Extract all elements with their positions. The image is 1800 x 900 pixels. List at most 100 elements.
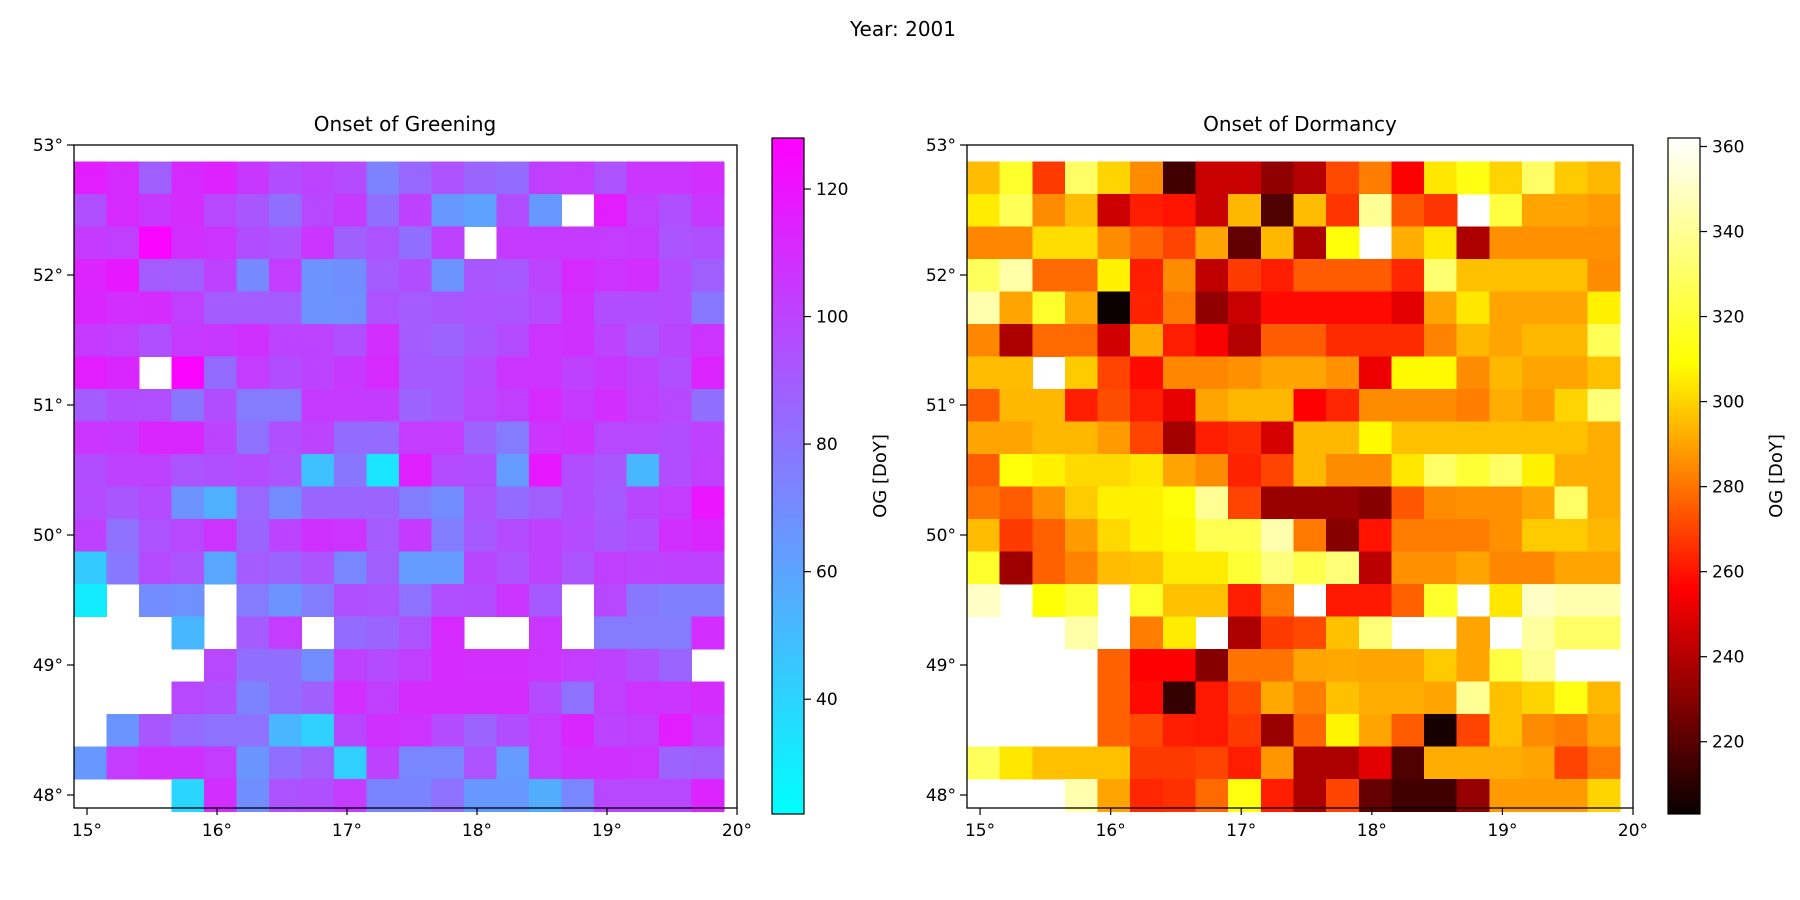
heatmap-cell <box>301 421 335 455</box>
heatmap-cell <box>1522 323 1556 357</box>
heatmap-cell <box>594 193 628 227</box>
heatmap-cell <box>561 291 595 325</box>
heatmap-cell <box>626 518 660 552</box>
heatmap-cell <box>1554 421 1588 455</box>
heatmap-cell <box>967 421 1001 455</box>
heatmap-cell <box>204 681 238 715</box>
heatmap-cell <box>334 713 368 747</box>
heatmap-cell <box>691 583 725 617</box>
x-axis: 15° 16° 17° 18° 19° 20° <box>72 808 752 841</box>
heatmap-cell <box>496 226 530 260</box>
heatmap-cell <box>1162 713 1197 747</box>
heatmap-cell <box>496 778 530 812</box>
heatmap-cell <box>691 486 725 520</box>
heatmap-cell <box>1260 388 1295 422</box>
heatmap-cell <box>74 486 108 520</box>
heatmap-cell <box>1489 226 1523 260</box>
heatmap-cell <box>1424 356 1458 390</box>
heatmap-cell <box>1391 778 1425 812</box>
heatmap-cell <box>496 713 530 747</box>
heatmap-cell <box>399 616 433 650</box>
heatmap-cell <box>496 486 530 520</box>
heatmap-cell <box>1489 713 1523 747</box>
heatmap-cell <box>691 681 725 715</box>
x-tick-label: 19° <box>592 821 622 841</box>
heatmap-cell <box>529 193 563 227</box>
heatmap-cell <box>691 258 725 292</box>
heatmap-cell <box>1489 388 1523 422</box>
heatmap-cell <box>1260 778 1295 812</box>
heatmap-cell <box>1587 193 1621 227</box>
heatmap-cell <box>1032 258 1066 292</box>
heatmap-cell <box>269 713 303 747</box>
heatmap-cell <box>399 388 433 422</box>
heatmap-cell <box>366 453 400 487</box>
heatmap-cell <box>334 421 368 455</box>
heatmap-cell <box>464 421 498 455</box>
heatmap-cell <box>269 551 303 585</box>
heatmap-cell <box>106 193 140 227</box>
heatmap-cell <box>496 291 530 325</box>
heatmap-cell <box>561 258 595 292</box>
x-tick-label: 17° <box>332 821 362 841</box>
heatmap-cell <box>1162 193 1197 227</box>
heatmap-cell <box>399 746 433 780</box>
heatmap-cell <box>659 648 693 682</box>
heatmap-cell <box>999 291 1033 325</box>
heatmap-cell <box>967 226 1001 260</box>
heatmap-cell <box>1456 258 1490 292</box>
heatmap-cell <box>1162 323 1197 357</box>
heatmap-cell <box>1293 258 1327 292</box>
heatmap-cell <box>626 746 660 780</box>
heatmap-cell <box>691 161 725 195</box>
heatmap-cell <box>1260 356 1295 390</box>
heatmap-cell <box>1228 258 1262 292</box>
heatmap-cell <box>561 778 595 812</box>
heatmap-cell <box>967 258 1001 292</box>
heatmap-cell <box>999 551 1033 585</box>
heatmap-cell <box>626 356 660 390</box>
heatmap-cell <box>691 746 725 780</box>
heatmap-cell <box>594 226 628 260</box>
heatmap-cell <box>431 226 465 260</box>
heatmap-cell <box>1587 258 1621 292</box>
heatmap-cell <box>1260 291 1295 325</box>
heatmap-cell <box>1522 226 1556 260</box>
heatmap-cell <box>999 258 1033 292</box>
heatmap-cell <box>1130 161 1164 195</box>
heatmap-cell <box>626 453 660 487</box>
y-tick-label: 51° <box>33 396 63 416</box>
heatmap-cell <box>1195 388 1229 422</box>
heatmap-cell <box>431 388 465 422</box>
heatmap-cell <box>1097 323 1131 357</box>
heatmap-cell <box>1554 681 1588 715</box>
y-tick-label: 50° <box>926 526 956 546</box>
heatmap-cell <box>269 778 303 812</box>
heatmap-cell <box>1554 193 1588 227</box>
heatmap-cell <box>561 648 595 682</box>
heatmap-cell <box>464 258 498 292</box>
heatmap-cell <box>1195 161 1229 195</box>
heatmap-cell <box>999 388 1033 422</box>
heatmap-cell <box>967 551 1001 585</box>
heatmap-cell <box>999 421 1033 455</box>
heatmap-cell <box>106 486 140 520</box>
heatmap-cell <box>301 486 335 520</box>
heatmap-cell <box>1195 258 1229 292</box>
heatmap-cell <box>626 258 660 292</box>
heatmap-cell <box>1195 648 1229 682</box>
heatmap-cell <box>1587 713 1621 747</box>
heatmap-cell <box>1293 778 1327 812</box>
heatmap-cell <box>1260 453 1295 487</box>
heatmap-cell <box>334 746 368 780</box>
heatmap-cell <box>1064 486 1099 520</box>
heatmap-cell <box>1424 583 1458 617</box>
heatmap-cell <box>1358 486 1393 520</box>
heatmap-cell <box>1162 291 1197 325</box>
heatmap-cell <box>171 193 205 227</box>
heatmap-cell <box>269 681 303 715</box>
colorbar: 40 60 80 100 120 <box>771 137 848 815</box>
heatmap-cell <box>431 421 465 455</box>
heatmap-cell <box>1293 746 1327 780</box>
heatmap-cell <box>967 486 1001 520</box>
